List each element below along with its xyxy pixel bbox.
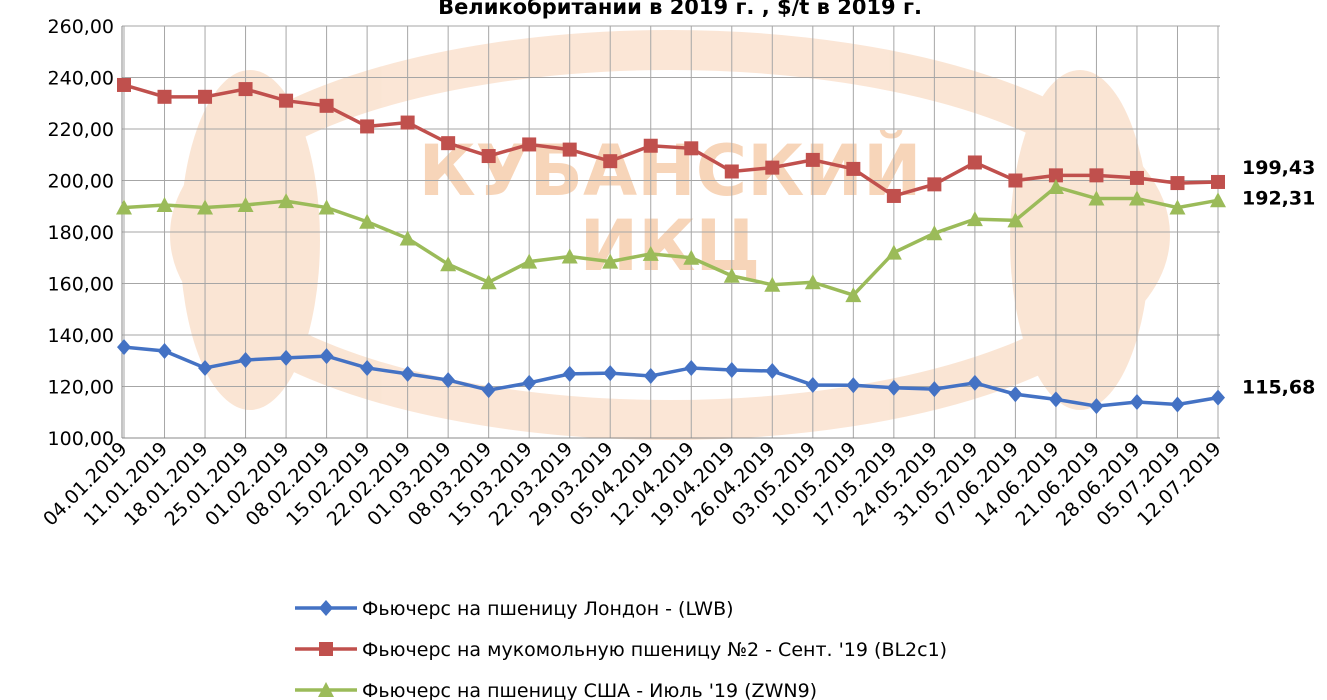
data-point bbox=[644, 139, 658, 153]
data-point bbox=[158, 90, 172, 104]
data-point bbox=[401, 116, 415, 130]
data-point bbox=[684, 141, 698, 155]
data-point bbox=[1130, 394, 1144, 410]
data-point bbox=[684, 360, 698, 376]
data-point bbox=[239, 82, 253, 96]
chart: Великобритании в 2019 г. , $/t в 2019 г.… bbox=[0, 0, 1327, 700]
data-point bbox=[806, 377, 820, 393]
data-point bbox=[886, 245, 902, 260]
y-tick-label: 100,00 bbox=[48, 428, 114, 450]
data-point bbox=[765, 161, 779, 175]
y-tick-label: 140,00 bbox=[48, 325, 114, 347]
data-point bbox=[522, 137, 536, 151]
data-point bbox=[603, 154, 617, 168]
data-point bbox=[725, 164, 739, 178]
y-tick-label: 200,00 bbox=[48, 171, 114, 193]
data-point bbox=[1089, 168, 1103, 182]
data-point bbox=[522, 375, 536, 391]
y-tick-label: 180,00 bbox=[48, 222, 114, 244]
y-tick-label: 120,00 bbox=[48, 377, 114, 399]
data-point bbox=[887, 189, 901, 203]
data-point bbox=[117, 78, 131, 92]
data-point bbox=[1130, 171, 1144, 185]
data-point bbox=[1170, 176, 1184, 190]
y-tick-label: 240,00 bbox=[48, 68, 114, 90]
data-point bbox=[1170, 397, 1184, 413]
data-point bbox=[441, 136, 455, 150]
data-point bbox=[482, 149, 496, 163]
data-point bbox=[1008, 174, 1022, 188]
data-point bbox=[440, 256, 456, 271]
data-point bbox=[765, 363, 779, 379]
data-point bbox=[117, 339, 131, 355]
data-point bbox=[644, 368, 658, 384]
data-point bbox=[481, 274, 497, 289]
data-point bbox=[360, 119, 374, 133]
data-point bbox=[846, 162, 860, 176]
data-point bbox=[1211, 175, 1225, 189]
data-point bbox=[279, 94, 293, 108]
data-point bbox=[158, 343, 172, 359]
watermark: КУБАНСКИЙ bbox=[418, 130, 921, 212]
data-point bbox=[603, 365, 617, 381]
legend-marker bbox=[319, 642, 333, 656]
data-label: 192,31 bbox=[1242, 187, 1315, 209]
y-tick-label: 260,00 bbox=[48, 16, 114, 38]
data-point bbox=[563, 366, 577, 382]
legend-marker bbox=[319, 600, 333, 616]
data-label: 115,68 bbox=[1242, 377, 1315, 399]
legend-label: Фьючерс на пшеницу США - Июль '19 (ZWN9) bbox=[362, 680, 817, 700]
data-point bbox=[1008, 386, 1022, 402]
data-point bbox=[968, 155, 982, 169]
data-point bbox=[806, 153, 820, 167]
data-point bbox=[320, 99, 334, 113]
data-point bbox=[927, 177, 941, 191]
chart-title: Великобритании в 2019 г. , $/t в 2019 г. bbox=[438, 0, 922, 19]
data-point bbox=[725, 362, 739, 378]
y-tick-label: 220,00 bbox=[48, 119, 114, 141]
legend-label: Фьючерс на мукомольную пшеницу №2 - Сент… bbox=[362, 639, 947, 661]
data-point bbox=[1211, 390, 1225, 406]
data-label: 199,43 bbox=[1242, 157, 1315, 179]
y-tick-label: 160,00 bbox=[48, 274, 114, 296]
data-point bbox=[198, 90, 212, 104]
legend-label: Фьючерс на пшеницу Лондон - (LWB) bbox=[362, 598, 734, 620]
data-point bbox=[563, 143, 577, 157]
